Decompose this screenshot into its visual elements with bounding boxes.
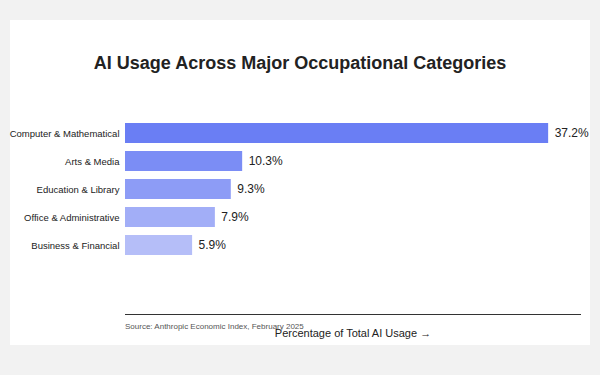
svg-text:Computer & Mathematical: Computer & Mathematical [10, 128, 120, 139]
svg-text:Arts & Media: Arts & Media [65, 156, 120, 167]
svg-text:9.3%: 9.3% [237, 182, 265, 196]
html-text:AI Usage Across Major Occupati: AI Usage Across Major Occupational Categ… [93, 53, 507, 73]
svg-text:Percentage of Total AI Usage →: Percentage of Total AI Usage → [274, 326, 432, 339]
svg-text:5.9%: 5.9% [199, 238, 227, 252]
svg-text:10.3%: 10.3% [249, 154, 283, 168]
svg-text:Education & Library: Education & Library [37, 184, 120, 195]
svg-text:Office & Administrative: Office & Administrative [24, 212, 119, 223]
svg-text:7.9%: 7.9% [221, 210, 249, 224]
svg-text:Business & Financial: Business & Financial [31, 240, 119, 251]
svg-text:37.2%: 37.2% [555, 126, 589, 140]
html-text:Source: Anthropic Economic Ind: Source: Anthropic Economic Index, Februa… [125, 322, 304, 331]
